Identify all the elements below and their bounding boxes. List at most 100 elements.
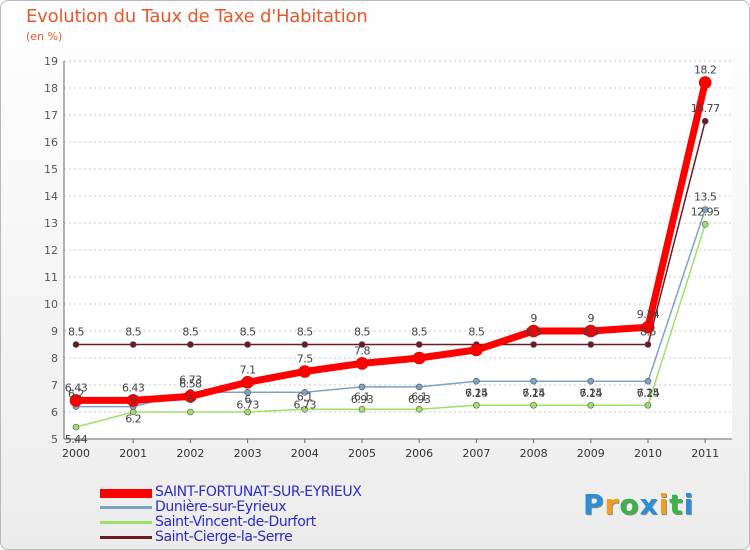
logo-letter: i	[683, 488, 695, 521]
legend-label: SAINT-FORTUNAT-SUR-EYRIEUX	[155, 484, 362, 500]
data-label: 6.25	[522, 386, 545, 399]
data-point	[126, 394, 140, 407]
y-tick-label: 19	[44, 55, 58, 68]
data-label: 6.1	[297, 390, 313, 403]
logo-letter: r	[604, 488, 620, 521]
data-point	[641, 320, 655, 334]
legend: SAINT-FORTUNAT-SUR-EYRIEUX Dunière-sur-Ey…	[100, 484, 420, 546]
logo-letter: o	[619, 488, 640, 521]
data-point	[187, 341, 194, 348]
legend-item: Saint-Cierge-la-Serre	[100, 529, 420, 546]
y-tick-label: 13	[44, 217, 58, 230]
data-label: 6	[187, 393, 194, 406]
data-point	[530, 377, 537, 385]
data-point	[415, 405, 423, 413]
legend-label: Saint-Vincent-de-Durfort	[155, 514, 316, 530]
data-point	[644, 377, 652, 385]
data-label: 6.1	[411, 390, 427, 403]
data-point	[69, 394, 83, 407]
data-label: 6.93	[351, 393, 374, 406]
data-label: 6.73	[179, 373, 202, 386]
x-tick-label: 2008	[520, 447, 548, 460]
data-point	[530, 341, 537, 348]
data-label: 12.95	[691, 205, 720, 218]
data-label: 8.5	[411, 326, 427, 339]
data-label: 8.5	[468, 326, 484, 339]
data-point	[184, 390, 197, 403]
data-label: 18.2	[694, 64, 717, 77]
data-label: 6.43	[65, 381, 88, 394]
data-label: 6	[244, 393, 251, 406]
logo-letter: t	[669, 488, 684, 521]
data-label: 8.5	[125, 326, 141, 339]
data-point	[187, 408, 194, 416]
y-tick-label: 16	[44, 136, 58, 149]
data-label: 8.5	[583, 326, 599, 339]
x-tick-label: 2004	[291, 447, 319, 460]
legend-item: SAINT-FORTUNAT-SUR-EYRIEUX	[100, 484, 420, 501]
data-point	[129, 341, 137, 348]
y-axis-unit: (en %)	[26, 30, 63, 43]
y-tick-label: 14	[44, 190, 58, 203]
legend-swatch	[100, 488, 152, 498]
y-tick-label: 9	[51, 325, 58, 338]
data-point	[527, 324, 540, 338]
data-label: 6.2	[68, 388, 84, 401]
proxiti-logo: Proxiti	[583, 488, 694, 521]
data-point	[244, 341, 251, 348]
legend-label: Dunière-sur-Eyrieux	[155, 499, 287, 515]
data-label: 6.58	[179, 377, 202, 390]
data-point	[412, 351, 426, 365]
legend-item: Dunière-sur-Eyrieux	[100, 499, 420, 516]
data-label: 9.14	[637, 308, 660, 321]
data-point	[298, 365, 312, 378]
logo-letter: i	[658, 488, 670, 521]
data-point	[587, 377, 595, 385]
data-label: 5.44	[65, 433, 88, 446]
data-label: 8.5	[297, 326, 313, 339]
data-label: 6.25	[580, 386, 603, 399]
series-line	[75, 224, 706, 428]
chart-title: Evolution du Taux de Taxe d'Habitation	[26, 6, 368, 27]
data-label: 6.73	[236, 398, 259, 411]
data-label: 13.5	[694, 191, 717, 204]
data-point	[415, 341, 423, 348]
x-tick-label: 2010	[634, 447, 662, 460]
x-tick-label: 2001	[119, 447, 147, 460]
y-tick-label: 11	[44, 271, 58, 284]
data-label: 9	[588, 312, 595, 325]
data-point	[355, 357, 369, 370]
series-line	[76, 121, 706, 346]
data-label: 9	[530, 312, 537, 325]
legend-swatch	[100, 536, 152, 540]
data-point	[701, 221, 709, 228]
data-point	[244, 388, 251, 396]
data-label: 6.25	[637, 386, 660, 399]
data-label: 7.14	[465, 387, 488, 400]
data-label: 7.8	[354, 344, 370, 357]
legend-swatch	[100, 521, 152, 525]
data-label: 8.5	[182, 326, 198, 339]
data-label: 8.5	[68, 326, 84, 339]
data-point	[358, 341, 366, 348]
logo-letter: x	[639, 488, 659, 521]
data-label: 8.5	[526, 326, 542, 339]
x-tick-label: 2007	[462, 447, 490, 460]
data-point	[301, 405, 309, 413]
data-label: 8.5	[640, 326, 656, 339]
data-point	[644, 401, 652, 409]
data-point	[701, 206, 709, 213]
y-tick-label: 15	[44, 163, 58, 176]
data-point	[358, 383, 366, 391]
data-point	[415, 383, 423, 391]
x-tick-label: 2011	[691, 447, 719, 460]
data-point	[473, 401, 480, 409]
data-point	[244, 408, 251, 416]
data-label: 6.2	[125, 413, 141, 426]
y-tick-label: 8	[51, 352, 58, 365]
legend-item: Saint-Vincent-de-Durfort	[100, 514, 420, 531]
y-tick-label: 18	[44, 82, 58, 95]
data-point	[241, 375, 254, 389]
x-tick-label: 2009	[577, 447, 605, 460]
